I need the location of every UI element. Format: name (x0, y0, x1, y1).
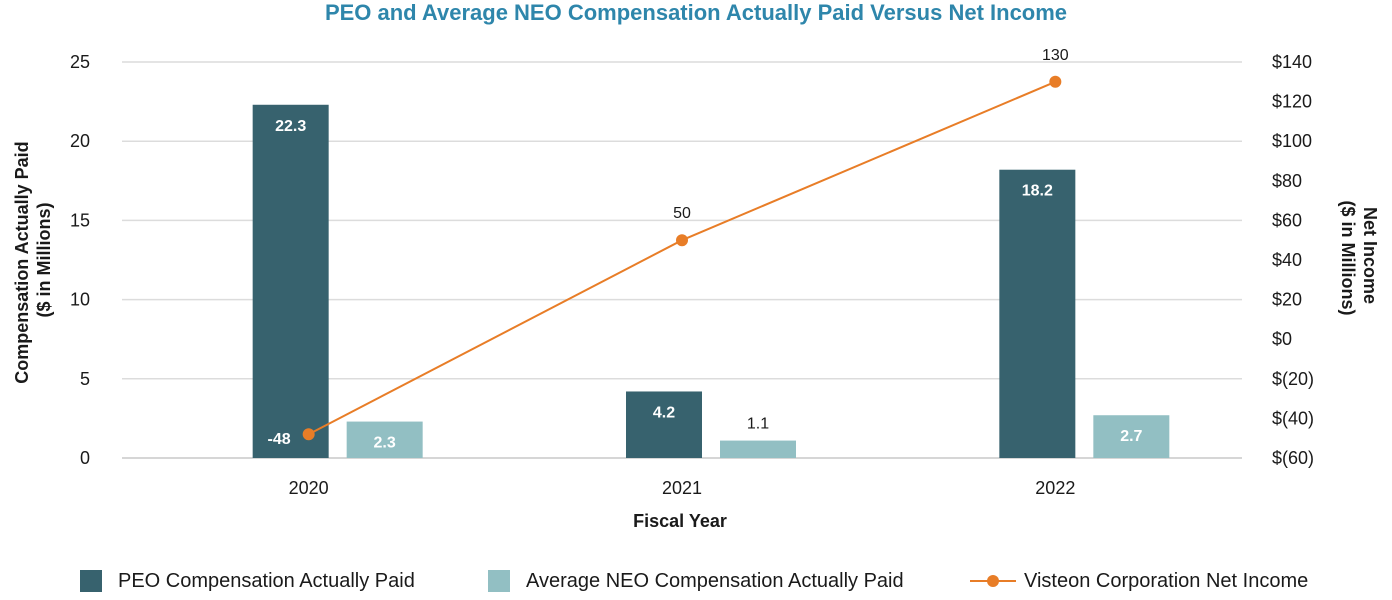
bar (252, 104, 329, 458)
y2-tick-label: $60 (1272, 210, 1302, 230)
bar-data-label: 18.2 (1022, 183, 1053, 200)
y2-axis-title-line-1: Net Income (1360, 207, 1380, 304)
right-axis: $(60) $(40) $(20) $0 $20 $40 $60 $80 $100 $120 $14… (1272, 52, 1314, 468)
y2-axis-title: Net Income ($ in Millions) (1338, 201, 1380, 316)
bar-data-label: 2.3 (374, 435, 396, 452)
chart-title: PEO and Average NEO Compensation Actuall… (324, 0, 1068, 25)
legend-label-net-income: Visteon Corporation Net Income (1024, 569, 1309, 592)
line-path (308, 80, 1056, 436)
bar (346, 421, 423, 458)
y2-tick-label: $100 (1272, 131, 1312, 151)
y2-tick-label: $140 (1272, 52, 1312, 72)
bar (720, 440, 796, 458)
y2-tick-label: $80 (1272, 171, 1302, 191)
y-axis-title: Compensation Actually Paid ($ in Million… (12, 136, 54, 383)
x-tick-label: 2020 (289, 478, 329, 498)
bars: 22.3 4.2 18.2 2.3 1.1 2.7 (252, 104, 1170, 458)
legend: PEO Compensation Actually Paid Average N… (0, 566, 1392, 596)
y-tick-label: 15 (70, 210, 90, 230)
y-axis-title-line-1: Compensation Actually Paid (12, 141, 32, 383)
legend-item-peo: PEO Compensation Actually Paid (80, 566, 415, 596)
bar (1093, 415, 1170, 458)
legend-item-net-income: Visteon Corporation Net Income (970, 566, 1308, 596)
legend-label-peo: PEO Compensation Actually Paid (118, 569, 415, 592)
net-income-line: -48 50 130 (268, 47, 1069, 448)
line-data-label: -48 (268, 431, 291, 448)
y2-tick-label: $120 (1272, 92, 1312, 112)
legend-swatch-neo (488, 570, 510, 592)
y-tick-label: 5 (80, 369, 90, 389)
x-tick-label: 2022 (1035, 478, 1075, 498)
left-axis: 0 5 10 15 20 25 (70, 52, 90, 468)
bar-data-label: 1.1 (747, 416, 769, 433)
y-tick-label: 0 (80, 448, 90, 468)
legend-line-marker (970, 570, 1016, 592)
line-data-label: 130 (1042, 47, 1069, 64)
y-tick-label: 10 (70, 290, 90, 310)
bar-data-label: 22.3 (275, 118, 306, 135)
x-tick-label: 2021 (662, 478, 702, 498)
y2-tick-label: $(40) (1272, 408, 1314, 428)
y2-tick-label: $40 (1272, 250, 1302, 270)
y2-tick-label: $0 (1272, 329, 1292, 349)
legend-label-neo: Average NEO Compensation Actually Paid (526, 569, 904, 592)
line-point (1049, 75, 1062, 88)
legend-swatch-peo (80, 570, 102, 592)
y-tick-label: 20 (70, 131, 90, 151)
x-axis: 2020 2021 2022 (289, 478, 1076, 498)
line-point (302, 428, 315, 441)
bar-data-label: 2.7 (1120, 428, 1142, 445)
bar (626, 391, 702, 458)
y2-axis-title-line-2: ($ in Millions) (1338, 201, 1358, 316)
bar-data-label: 4.2 (653, 404, 675, 421)
line-point (676, 234, 688, 247)
y-tick-label: 25 (70, 52, 90, 72)
y2-tick-label: $(20) (1272, 369, 1314, 389)
y-axis-title-line-2: ($ in Millions) (34, 202, 54, 317)
y2-tick-label: $(60) (1272, 448, 1314, 468)
chart-plot: 0 5 10 15 20 25 $(60) $(40) $(20) $0 $20 $40 $60 $80… (12, 47, 1380, 531)
line-data-label: 50 (673, 205, 691, 222)
legend-item-neo: Average NEO Compensation Actually Paid (488, 566, 904, 596)
bar (999, 169, 1076, 458)
y2-tick-label: $20 (1272, 290, 1302, 310)
x-axis-title: Fiscal Year (633, 511, 727, 531)
